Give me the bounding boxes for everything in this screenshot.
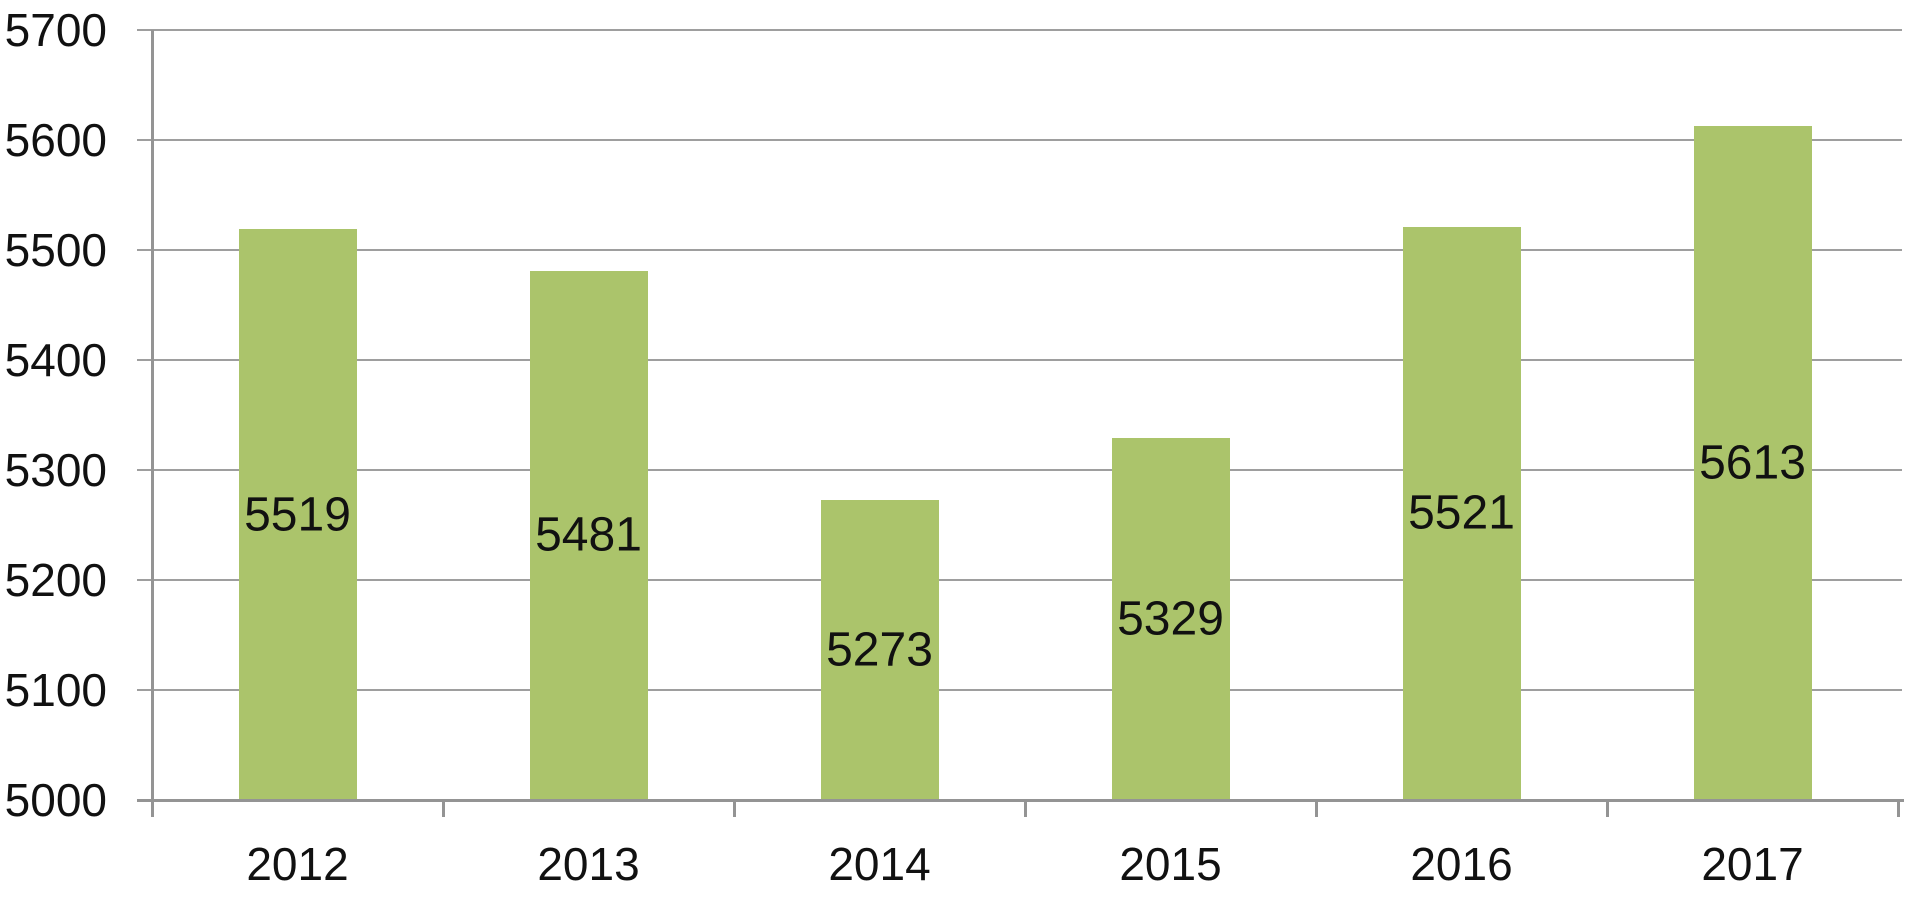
y-tick-label: 5200 [4,554,107,606]
gridline [137,469,1902,471]
bar-value-label: 5519 [244,488,351,542]
bar-value-label: 5613 [1699,436,1806,490]
x-tick-label: 2012 [246,838,349,890]
bar-value-label: 5329 [1117,592,1224,646]
bar: 5273 [820,499,939,800]
x-axis-tick [733,800,736,817]
bar: 5613 [1693,125,1812,800]
x-axis-tick [1024,800,1027,817]
gridline [137,249,1902,251]
gridline [137,359,1902,361]
y-tick-label: 5400 [4,334,107,386]
bar-value-label: 5481 [535,508,642,562]
x-tick-label: 2017 [1701,838,1804,890]
x-tick-label: 2014 [828,838,931,890]
y-tick-label: 5600 [4,114,107,166]
x-axis-tick [1897,800,1900,817]
gridline [137,689,1902,691]
bar: 5481 [529,270,648,800]
x-axis-tick [1315,800,1318,817]
y-tick-label: 5000 [4,774,107,826]
x-tick-label: 2015 [1119,838,1222,890]
y-axis-line [151,30,154,817]
x-tick-label: 2013 [537,838,640,890]
gridline [137,579,1902,581]
bar: 5521 [1402,226,1521,800]
x-axis-tick [1606,800,1609,817]
bar: 5329 [1111,438,1230,800]
bar-value-label: 5521 [1408,486,1515,540]
x-axis-tick [442,800,445,817]
bar: 5519 [238,229,357,800]
x-axis-line [137,799,1904,802]
y-tick-label: 5100 [4,664,107,716]
bar-value-label: 5273 [826,623,933,677]
gridline [137,139,1902,141]
y-tick-label: 5700 [4,4,107,56]
y-tick-label: 5500 [4,224,107,276]
y-tick-label: 5300 [4,444,107,496]
gridline [137,29,1902,31]
x-tick-label: 2016 [1410,838,1513,890]
